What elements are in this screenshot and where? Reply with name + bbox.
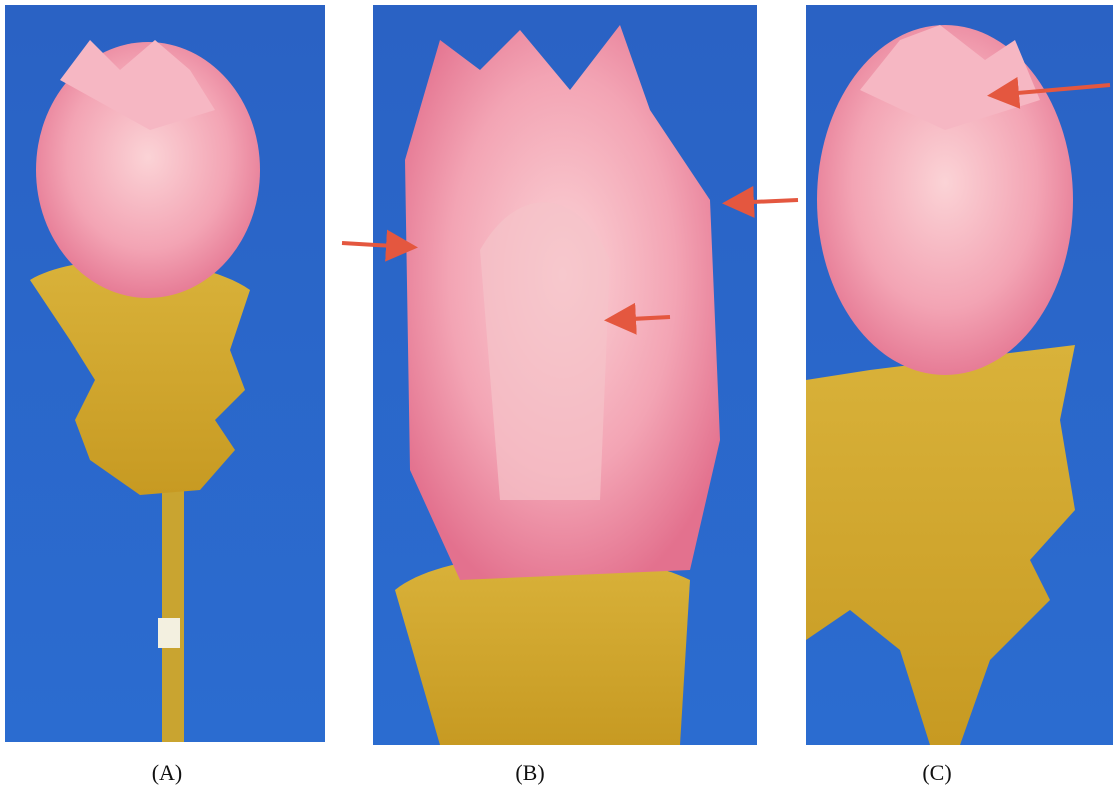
panel-label: (C) — [922, 760, 951, 785]
figure: (A) (B) (C) — [0, 0, 1116, 794]
panel-label: (A) — [152, 760, 183, 785]
panel-label: (B) — [515, 760, 544, 785]
photo-b — [342, 5, 798, 745]
photo-c — [806, 5, 1113, 745]
photo-a — [5, 5, 325, 742]
